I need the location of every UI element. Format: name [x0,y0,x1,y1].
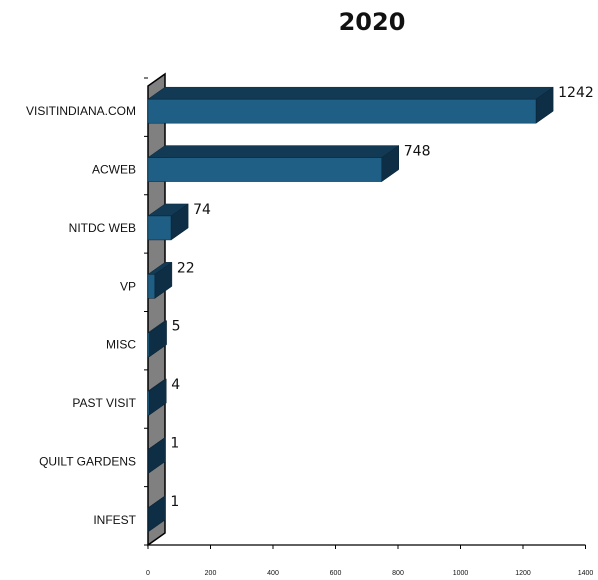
axis-wall [144,72,586,547]
bar [147,495,167,533]
value-label: 1242 [558,85,594,101]
bar [147,320,168,358]
axis-wall-shape [147,72,166,547]
bar [147,261,173,299]
x-tick-label: 600 [330,570,342,577]
bar [147,203,189,241]
bar-side-face [149,378,167,416]
value-label: 22 [177,260,195,276]
bar-top-face [147,145,400,158]
bar-front-face [147,274,156,299]
category-label: PAST VISIT [72,396,136,410]
category-label: INFEST [93,513,136,527]
bar [147,86,554,124]
bar [147,436,167,474]
value-label: 5 [172,319,181,335]
x-tick-label: 400 [267,570,279,577]
bar-side-face [148,495,166,533]
category-label: ACWEB [92,163,136,177]
value-label: 748 [404,144,431,160]
chart-title: 2020 [339,8,406,36]
bar [147,378,168,416]
value-label: 4 [171,377,180,393]
value-label: 1 [170,494,179,510]
bar-front-face [147,215,172,241]
bar-front-face [147,98,537,124]
category-label: QUILT GARDENS [39,454,136,468]
x-tick-label: 0 [146,570,150,577]
bar [147,145,400,183]
bar-front-face [147,157,382,182]
x-tick-label: 800 [392,570,404,577]
bar-side-face [149,320,167,358]
category-label: VP [120,279,136,293]
bars [147,86,554,533]
value-label: 1 [170,435,179,451]
bar-side-face [170,203,189,241]
bar-side-face [154,261,173,299]
category-label: MISC [106,338,136,352]
x-tick-label: 200 [205,570,217,577]
x-axis: 0 200 400 600 800 1000 1200 1400 [146,545,593,577]
category-label: NITDC WEB [69,221,136,235]
bar-side-face [381,145,399,183]
category-labels: VISITINDIANA.COM ACWEB NITDC WEB VP MISC PAST… [26,104,137,527]
bar-top-face [147,86,554,100]
category-label: VISITINDIANA.COM [26,104,136,118]
bar-side-face [148,436,166,474]
value-label: 74 [193,202,211,218]
bar-side-face [535,86,554,124]
x-tick-label: 1400 [578,570,594,577]
x-tick-label: 1200 [515,570,531,577]
value-labels: 1242 748 74 22 5 4 1 1 [170,85,593,510]
x-tick-label: 1000 [453,570,469,577]
